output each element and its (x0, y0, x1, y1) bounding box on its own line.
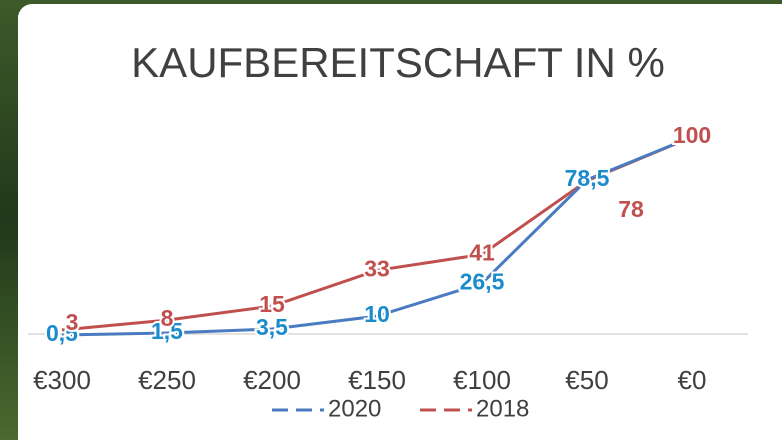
data-label: 100 (673, 122, 711, 148)
panel (18, 4, 782, 445)
data-label: 41 (469, 239, 495, 265)
data-label: 8 (161, 305, 174, 331)
x-tick-label: €200 (243, 365, 301, 395)
x-tick-label: €100 (453, 365, 511, 395)
x-tick-label: €0 (678, 365, 707, 395)
data-label: 100 (673, 122, 711, 148)
x-tick-label: €150 (348, 365, 406, 395)
legend-label: 2020 (328, 395, 381, 422)
data-label: 3,5 (256, 314, 288, 340)
data-label: 1,5 (151, 318, 183, 344)
data-label: 3 (66, 309, 79, 335)
chart-title: KAUFBEREITSCHAFT IN % (131, 39, 665, 86)
data-label: 78,5 (565, 165, 610, 191)
x-tick-label: €250 (138, 365, 196, 395)
x-tick-label: €300 (33, 365, 91, 395)
data-label: 26,5 (460, 268, 505, 294)
data-label: 15 (259, 291, 285, 317)
data-label: 0,5 (46, 320, 78, 346)
legend-label: 2018 (476, 395, 529, 422)
data-label: 33 (364, 255, 390, 281)
data-label: 78 (618, 196, 644, 222)
series-line (61, 135, 693, 337)
x-tick-label: €50 (565, 365, 608, 395)
data-label: 10 (364, 301, 390, 327)
